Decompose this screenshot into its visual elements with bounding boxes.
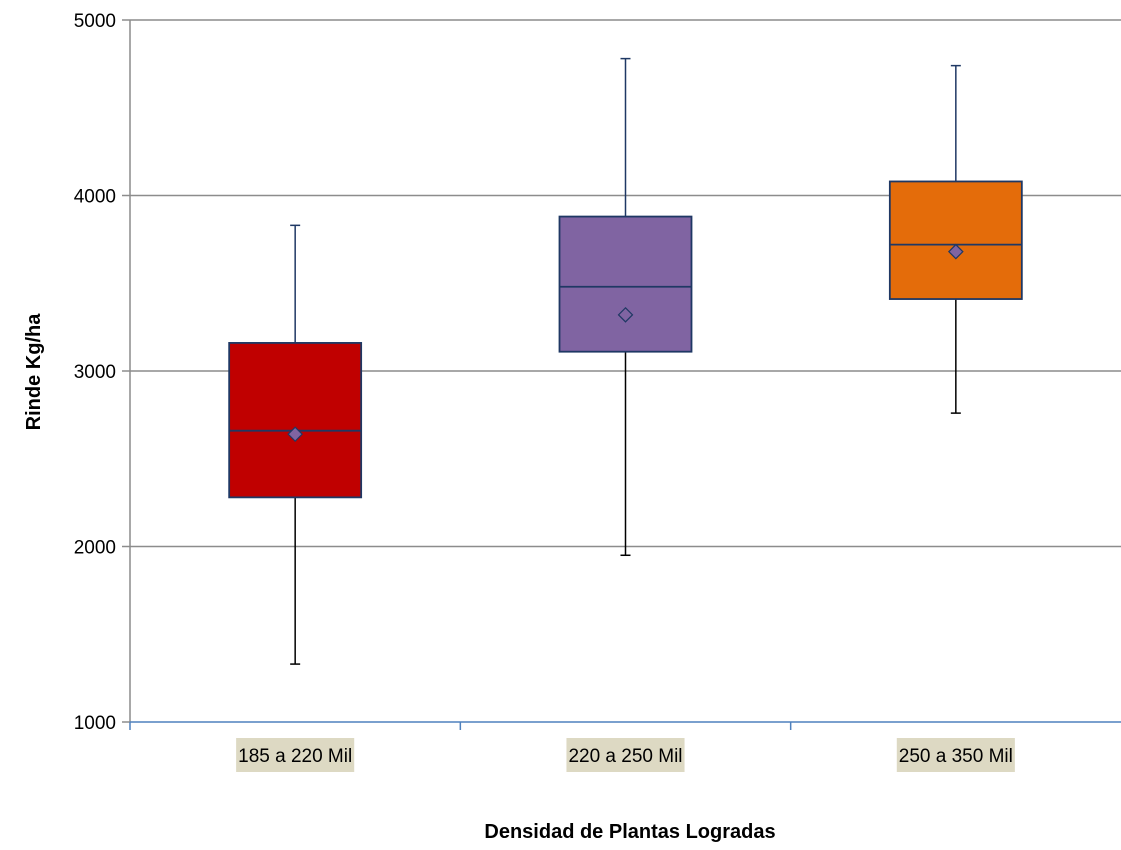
labels: 1000 2000 3000 4000 5000 185 a 220 Mil 220 a 2…	[74, 11, 1015, 772]
category-label-bg	[566, 738, 685, 772]
y-tick-label-1000: 1000	[74, 713, 116, 734]
box-rect	[888, 180, 1023, 300]
y-axis-title: Rinde Kg/ha	[23, 313, 45, 431]
y-tick-label-2000: 2000	[74, 538, 116, 559]
category-label-bg	[896, 738, 1015, 772]
category-label-bg	[236, 738, 355, 772]
category-label-text: 220 a 250 Mil	[568, 746, 682, 767]
box-rect	[228, 342, 363, 499]
box-rect	[558, 215, 693, 353]
y-tick-label-5000: 5000	[74, 11, 116, 32]
y-tick-label-4000: 4000	[74, 187, 116, 208]
category-label-text: 185 a 220 Mil	[238, 746, 352, 767]
category-label-1: 185 a 220 Mil	[236, 738, 355, 772]
boxes	[228, 57, 1023, 665]
category-label-text: 250 a 350 Mil	[899, 746, 1013, 767]
box-2	[558, 57, 693, 557]
category-label-3: 250 a 350 Mil	[896, 738, 1015, 772]
y-tick-label-3000: 3000	[74, 362, 116, 383]
mean-marker	[617, 306, 634, 323]
mean-marker	[947, 243, 964, 260]
x-axis-title: Densidad de Plantas Logradas	[484, 821, 775, 843]
mean-marker	[287, 426, 304, 443]
box-3	[888, 64, 1023, 414]
category-label-2: 220 a 250 Mil	[566, 738, 685, 772]
axes	[122, 19, 1121, 730]
box-1	[228, 224, 363, 665]
